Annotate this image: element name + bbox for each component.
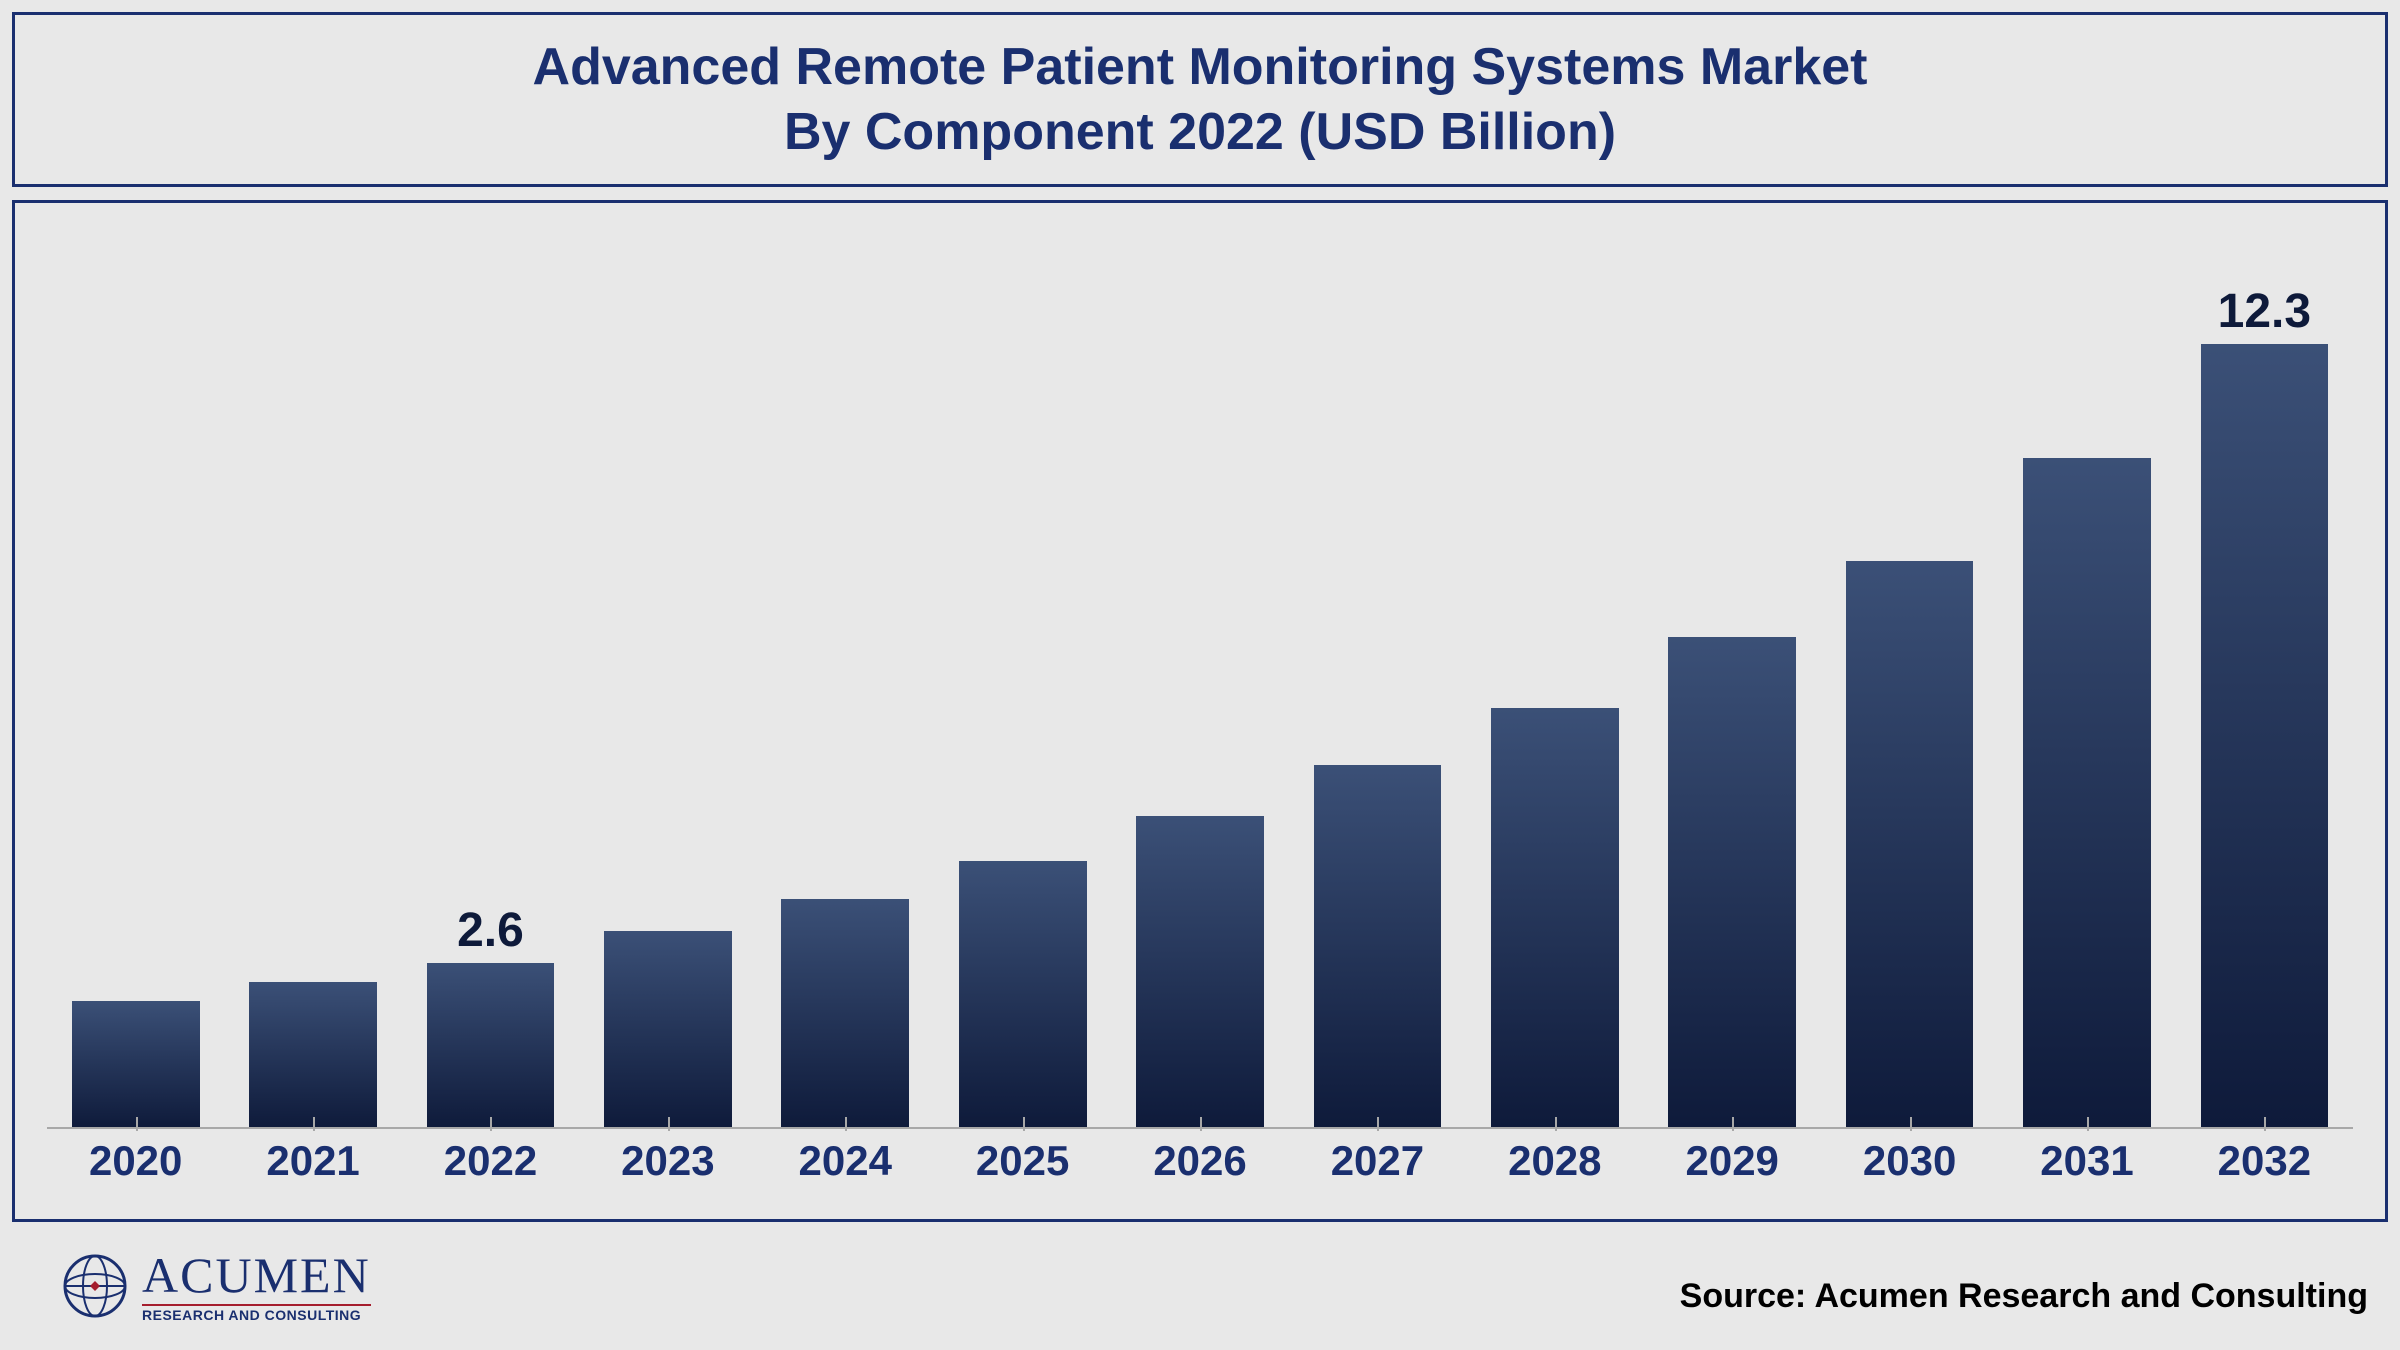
x-tick-label: 2024: [757, 1137, 934, 1197]
globe-icon: [60, 1251, 130, 1321]
bar-slot: [1998, 203, 2175, 1129]
bar: [604, 931, 732, 1129]
x-tick-mark: [1111, 1117, 1288, 1131]
bar: [1136, 816, 1264, 1129]
tick-mark-row: [47, 1117, 2353, 1131]
bar: [1491, 708, 1619, 1129]
x-tick-label: 2032: [2176, 1137, 2353, 1197]
x-tick-mark: [2176, 1117, 2353, 1131]
x-tick-label: 2020: [47, 1137, 224, 1197]
x-tick-label: 2027: [1289, 1137, 1466, 1197]
chart-box: 2.6 12.3 20202021202220232024202520262027…: [12, 200, 2388, 1222]
x-tick-label: 2022: [402, 1137, 579, 1197]
x-tick-mark: [224, 1117, 401, 1131]
x-tick-mark: [1644, 1117, 1821, 1131]
title-line-1: Advanced Remote Patient Monitoring Syste…: [533, 35, 1868, 100]
x-tick-mark: [47, 1117, 224, 1131]
bar-value-label: 12.3: [2218, 284, 2311, 339]
x-tick-mark: [1821, 1117, 1998, 1131]
bar: [2023, 458, 2151, 1129]
x-tick-mark: [1289, 1117, 1466, 1131]
bar: [1668, 637, 1796, 1129]
bar: 2.6: [427, 963, 555, 1129]
bar: [959, 861, 1087, 1129]
x-tick-mark: [934, 1117, 1111, 1131]
bar-slot: 12.3: [2176, 203, 2353, 1129]
bar-slot: [934, 203, 1111, 1129]
bar: 12.3: [2201, 344, 2329, 1130]
bar-slot: [1466, 203, 1643, 1129]
x-tick-label: 2023: [579, 1137, 756, 1197]
footer: ACUMEN RESEARCH AND CONSULTING Source: A…: [12, 1232, 2388, 1322]
logo-text: ACUMEN RESEARCH AND CONSULTING: [142, 1250, 371, 1322]
logo: ACUMEN RESEARCH AND CONSULTING: [12, 1250, 371, 1322]
bar-slot: [1111, 203, 1288, 1129]
bar-slot: [224, 203, 401, 1129]
bar-value-label: 2.6: [457, 903, 524, 958]
bar-slot: [47, 203, 224, 1129]
bar-slot: 2.6: [402, 203, 579, 1129]
bar: [72, 1001, 200, 1129]
bar-slot: [757, 203, 934, 1129]
x-axis-ticks: 2020202120222023202420252026202720282029…: [47, 1137, 2353, 1197]
source-text: Source: Acumen Research and Consulting: [1680, 1277, 2388, 1322]
plot-area: 2.6 12.3: [47, 203, 2353, 1129]
x-tick-label: 2028: [1466, 1137, 1643, 1197]
x-tick-label: 2021: [224, 1137, 401, 1197]
bar: [781, 899, 909, 1129]
chart-container: Advanced Remote Patient Monitoring Syste…: [0, 0, 2400, 1350]
bars-wrap: 2.6 12.3: [47, 203, 2353, 1129]
x-tick-label: 2025: [934, 1137, 1111, 1197]
title-line-2: By Component 2022 (USD Billion): [784, 100, 1616, 165]
x-tick-label: 2029: [1644, 1137, 1821, 1197]
x-tick-label: 2031: [1998, 1137, 2175, 1197]
bar: [249, 982, 377, 1129]
bar: [1846, 561, 1974, 1129]
logo-sub: RESEARCH AND CONSULTING: [142, 1304, 371, 1322]
bar-slot: [1821, 203, 1998, 1129]
title-box: Advanced Remote Patient Monitoring Syste…: [12, 12, 2388, 187]
x-tick-mark: [402, 1117, 579, 1131]
x-tick-label: 2026: [1111, 1137, 1288, 1197]
x-tick-mark: [579, 1117, 756, 1131]
x-tick-mark: [1998, 1117, 2175, 1131]
x-tick-label: 2030: [1821, 1137, 1998, 1197]
logo-main: ACUMEN: [142, 1250, 371, 1300]
x-tick-mark: [757, 1117, 934, 1131]
bar-slot: [1289, 203, 1466, 1129]
bar-slot: [579, 203, 756, 1129]
bar-slot: [1644, 203, 1821, 1129]
bar: [1314, 765, 1442, 1129]
x-tick-mark: [1466, 1117, 1643, 1131]
